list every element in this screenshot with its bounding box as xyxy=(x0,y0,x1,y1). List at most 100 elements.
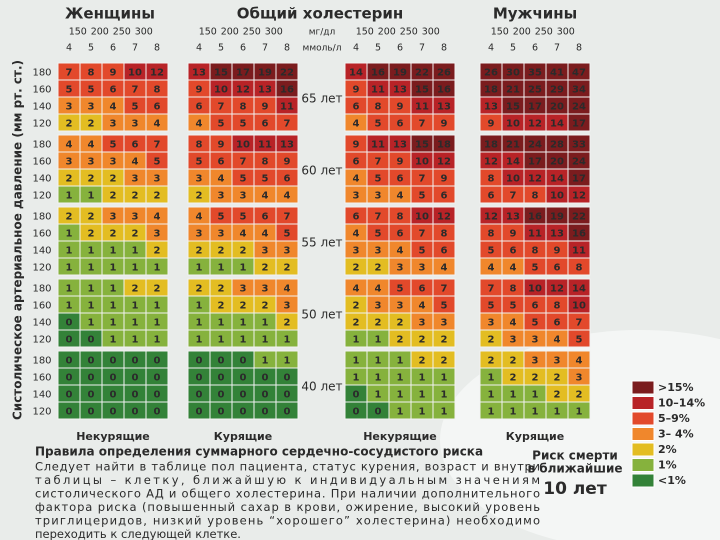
cell-value: 15 xyxy=(415,85,429,96)
cell-value: 2 xyxy=(488,335,495,346)
cell-value: 4 xyxy=(375,284,382,295)
cell-value: 2 xyxy=(532,373,539,384)
cell-value: 4 xyxy=(284,284,291,295)
bp-label: 180 xyxy=(32,212,51,223)
bp-label: 140 xyxy=(32,246,51,257)
cell-value: 1 xyxy=(88,318,95,329)
cell-value: 11 xyxy=(371,85,385,96)
cell-value: 2 xyxy=(419,356,426,367)
mmol-tick: 4 xyxy=(353,43,359,54)
cell-value: 2 xyxy=(66,174,73,185)
legend-swatch xyxy=(631,458,655,472)
cell-value: 6 xyxy=(419,284,426,295)
mmol-tick: 8 xyxy=(576,43,582,54)
mmol-tick: 5 xyxy=(218,43,224,54)
cell-value: 0 xyxy=(154,373,161,384)
cell-value: 0 xyxy=(240,373,247,384)
cell-value: 0 xyxy=(196,356,203,367)
cell-value: 4 xyxy=(196,119,203,130)
mmol-tick: 6 xyxy=(240,43,246,54)
cell-value: 1 xyxy=(110,335,117,346)
cell-value: 3 xyxy=(196,174,203,185)
cell-value: 1 xyxy=(196,318,203,329)
cell-value: 2 xyxy=(218,246,225,257)
mmol-tick: 6 xyxy=(532,43,538,54)
cell-value: 1 xyxy=(441,390,448,401)
cell-value: 6 xyxy=(441,246,448,257)
cell-value: 6 xyxy=(353,212,360,223)
cell-value: 3 xyxy=(88,157,95,168)
men-heading: Мужчины xyxy=(493,5,577,23)
cell-value: 10 xyxy=(506,119,520,130)
cell-value: 10 xyxy=(528,284,542,295)
cell-value: 1 xyxy=(532,390,539,401)
cell-value: 13 xyxy=(393,140,407,151)
cell-value: 7 xyxy=(240,157,247,168)
cell-value: 1 xyxy=(110,301,117,312)
mmol-tick: 5 xyxy=(375,43,381,54)
cell-value: 0 xyxy=(240,407,247,418)
cell-value: 3 xyxy=(154,229,161,240)
cholesterol-heading: Общий холестерин xyxy=(237,5,404,23)
cell-value: 4 xyxy=(353,284,360,295)
cell-value: 1 xyxy=(375,356,382,367)
cell-value: 7 xyxy=(375,212,382,223)
cell-value: 10 xyxy=(550,191,564,202)
cell-value: 1 xyxy=(510,407,517,418)
cell-value: 41 xyxy=(550,68,564,79)
cell-value: 3 xyxy=(510,335,517,346)
cell-value: 9 xyxy=(110,68,117,79)
cell-value: 3 xyxy=(218,229,225,240)
cell-value: 3 xyxy=(132,119,139,130)
panel-label: Некурящие xyxy=(363,430,437,443)
cell-value: 3 xyxy=(397,301,404,312)
mmol-tick: 6 xyxy=(397,43,403,54)
cell-value: 10 xyxy=(506,174,520,185)
cell-value: 4 xyxy=(353,174,360,185)
cell-value: 8 xyxy=(532,191,539,202)
cell-value: 1 xyxy=(488,373,495,384)
cell-value: 6 xyxy=(532,301,539,312)
cell-value: 2 xyxy=(510,373,517,384)
cell-value: 3 xyxy=(110,119,117,130)
mg-tick: 200 xyxy=(221,27,239,38)
cell-value: 4 xyxy=(240,229,247,240)
cell-value: 1 xyxy=(66,284,73,295)
cell-value: 13 xyxy=(258,85,272,96)
cell-value: 6 xyxy=(262,119,269,130)
panel-label: Курящие xyxy=(506,430,564,443)
cell-value: 8 xyxy=(488,174,495,185)
cell-value: 2 xyxy=(488,356,495,367)
cell-value: 7 xyxy=(66,68,73,79)
rules-title: Правила определения суммарного сердечно-… xyxy=(35,445,483,459)
cell-value: 3 xyxy=(441,318,448,329)
cell-value: 9 xyxy=(397,102,404,113)
bp-label: 160 xyxy=(32,373,51,384)
cell-value: 2 xyxy=(284,263,291,274)
cell-value: 1 xyxy=(110,246,117,257)
bp-label: 120 xyxy=(32,263,51,274)
cell-value: 2 xyxy=(240,301,247,312)
cell-value: 7 xyxy=(419,229,426,240)
mg-tick: 150 xyxy=(69,27,87,38)
cell-value: 1 xyxy=(397,373,404,384)
cell-value: 9 xyxy=(441,119,448,130)
cell xyxy=(145,401,169,420)
cell-value: 11 xyxy=(528,229,542,240)
cell-value: 0 xyxy=(110,390,117,401)
mmol-tick: 5 xyxy=(88,43,94,54)
cell-value: 1 xyxy=(110,318,117,329)
age-label: 50 лет xyxy=(301,308,342,322)
bp-label: 120 xyxy=(32,119,51,130)
mg-tick: 200 xyxy=(378,27,396,38)
cell-value: 3 xyxy=(284,301,291,312)
cell-value: 5 xyxy=(240,212,247,223)
cell-value: 6 xyxy=(397,174,404,185)
cell-value: 2 xyxy=(88,174,95,185)
mg-tick: 150 xyxy=(199,27,217,38)
cell-value: 24 xyxy=(572,157,586,168)
cell-value: 7 xyxy=(419,119,426,130)
cell-value: 1 xyxy=(240,318,247,329)
bp-label: 140 xyxy=(32,102,51,113)
cell-value: 1 xyxy=(218,335,225,346)
